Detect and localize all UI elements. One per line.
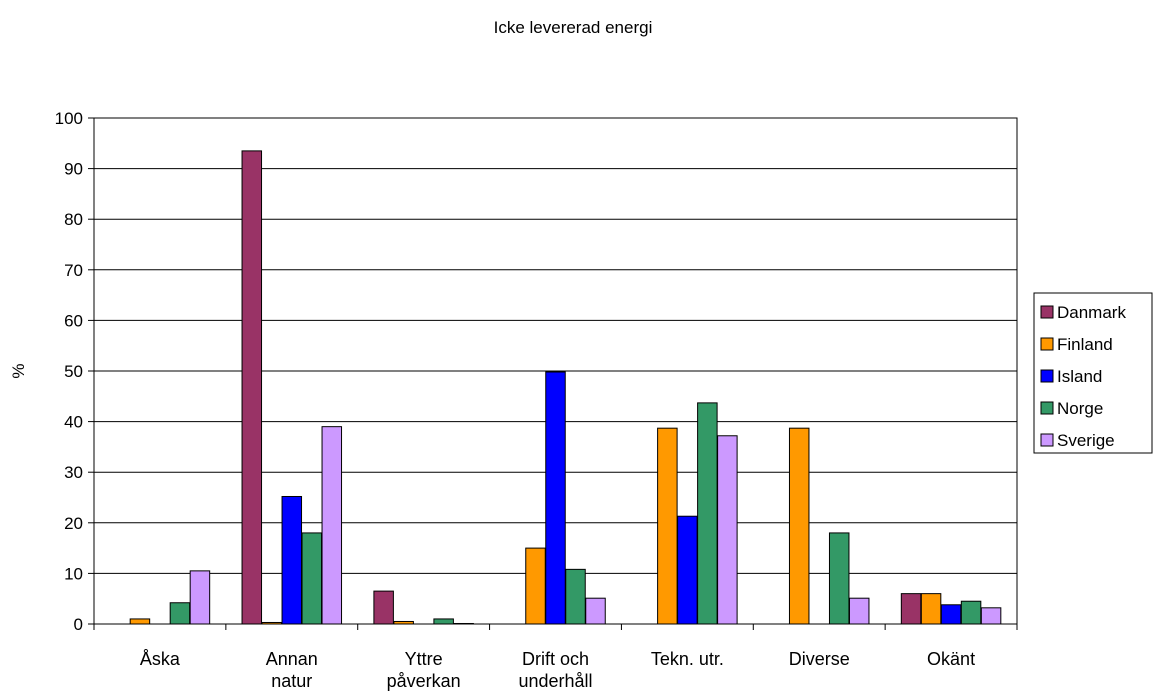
bar-sverige [717,435,738,625]
legend-label: Finland [1057,335,1113,354]
legend-label: Sverige [1057,431,1115,450]
bar-sverige [585,597,606,625]
bar-sverige [189,570,211,625]
y-tick-label: 0 [74,615,83,634]
bar-finland [657,427,678,625]
legend-swatch [1040,305,1054,319]
bar-sverige [321,426,343,625]
bar-finland [129,618,151,625]
category-label: Drift och underhåll [518,649,592,691]
bar-norge [433,618,454,625]
y-tick-label: 70 [64,261,83,280]
bar-norge [565,568,586,625]
bar-finland [920,593,942,625]
chart-title: Icke levererad energi [494,18,653,37]
bar-norge [169,602,191,625]
legend-swatch [1040,401,1054,415]
bar-norge [697,402,718,625]
y-tick-label: 50 [64,362,83,381]
bar-island [545,371,566,625]
bar-norge [960,600,982,625]
bar-island [677,515,698,625]
bars [129,150,1002,625]
y-tick-label: 60 [64,311,83,330]
legend: Danmark Finland Island Norge Sverige [1033,292,1153,454]
legend-box [1033,292,1153,454]
category-labels: Åska Annan natur Yttre påverkan Drift och unde… [140,649,975,691]
y-tick-label: 30 [64,463,83,482]
legend-swatch [1040,369,1054,383]
bar-island [940,604,962,625]
y-tick-label: 90 [64,160,83,179]
category-label: Yttre påverkan [387,649,461,691]
bar-sverige [980,607,1002,625]
bar-norge [301,532,323,625]
bar-finland [525,547,546,625]
bar-finland [788,427,810,625]
y-tick-labels: 0 10 20 30 40 50 60 70 80 90 100 [55,109,83,634]
bar-island [281,495,303,625]
bar-danmark [241,150,263,625]
legend-swatch [1040,433,1054,447]
y-tick-label: 10 [64,564,83,583]
bar-danmark [900,593,922,625]
y-tick-label: 80 [64,210,83,229]
axes [88,117,1018,630]
category-label: Åska [140,649,181,669]
y-axis-label: % [9,363,28,378]
legend-label: Island [1057,367,1102,386]
y-tick-label: 40 [64,413,83,432]
legend-swatch [1040,337,1054,351]
category-label: Annan natur [266,649,318,691]
category-label: Okänt [927,649,975,669]
bar-norge [828,532,850,625]
legend-label: Norge [1057,399,1103,418]
y-tick-label: 100 [55,109,83,128]
category-label: Tekn. utr. [651,649,724,669]
category-label: Diverse [789,649,850,669]
legend-label: Danmark [1057,303,1126,322]
bar-danmark [373,590,394,625]
y-tick-label: 20 [64,514,83,533]
bar-sverige [848,597,870,625]
